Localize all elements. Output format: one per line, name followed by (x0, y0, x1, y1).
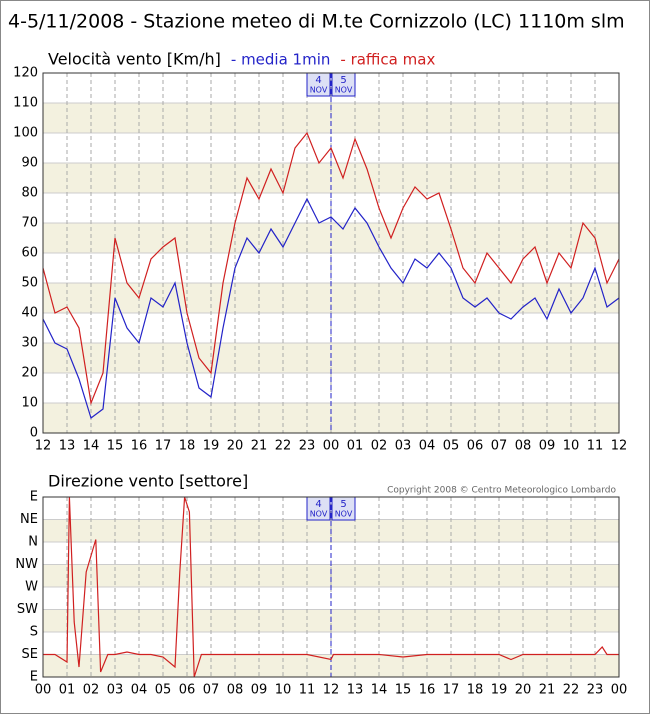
chart-title: Velocità vento [Km/h] (48, 50, 221, 69)
y-tick-label: 100 (13, 126, 38, 141)
x-tick-label: 09 (251, 683, 268, 698)
x-tick-label: 17 (155, 439, 172, 454)
x-tick-label: 16 (131, 439, 148, 454)
y-tick-label: SW (17, 602, 38, 617)
y-tick-label: 110 (13, 96, 38, 111)
x-tick-label: 03 (395, 439, 412, 454)
x-tick-label: 03 (107, 683, 124, 698)
x-tick-label: 22 (563, 683, 580, 698)
page-title: 4-5/11/2008 - Stazione meteo di M.te Cor… (8, 11, 625, 33)
x-tick-label: 02 (371, 439, 388, 454)
x-tick-label: 02 (83, 683, 100, 698)
plot-border (42, 496, 620, 678)
y-tick-label: E (30, 490, 38, 505)
x-tick-label: 21 (539, 683, 556, 698)
legend-entry: - media 1min (231, 51, 331, 69)
plot-border (42, 72, 620, 434)
y-tick-label: 0 (30, 426, 38, 441)
x-tick-label: 20 (515, 683, 532, 698)
x-tick-label: 00 (611, 683, 628, 698)
x-tick-label: 06 (179, 683, 196, 698)
x-tick-label: 18 (179, 439, 196, 454)
x-tick-label: 13 (347, 683, 364, 698)
y-tick-label: N (28, 535, 38, 550)
x-tick-label: 17 (443, 683, 460, 698)
x-tick-label: 05 (443, 439, 460, 454)
x-tick-label: 00 (35, 683, 52, 698)
x-tick-label: 16 (419, 683, 436, 698)
copyright: Copyright 2008 © Centro Meteorologico Lo… (387, 486, 616, 496)
chart-title: Direzione vento [settore] (48, 472, 248, 491)
y-tick-label: NE (20, 512, 38, 527)
y-tick-label: 60 (21, 246, 38, 261)
x-tick-label: 04 (131, 683, 148, 698)
series-line (42, 197, 620, 419)
y-tick-label: W (25, 580, 38, 595)
x-tick-label: 04 (419, 439, 436, 454)
x-tick-label: 10 (275, 683, 292, 698)
x-tick-label: 07 (491, 439, 508, 454)
day-number: 4 (315, 75, 321, 86)
x-tick-label: 20 (227, 439, 244, 454)
y-tick-label: S (30, 625, 38, 640)
y-tick-label: 70 (21, 216, 38, 231)
x-tick-label: 22 (275, 439, 292, 454)
x-tick-label: 08 (515, 439, 532, 454)
x-tick-label: 21 (251, 439, 268, 454)
day-number: 5 (340, 75, 346, 86)
x-tick-label: 12 (323, 683, 340, 698)
y-tick-label: 50 (21, 276, 38, 291)
y-tick-label: SE (22, 647, 38, 662)
legend-entry: - raffica max (340, 51, 435, 69)
y-tick-label: 20 (21, 366, 38, 381)
day-month: NOV (335, 86, 353, 95)
x-tick-label: 13 (59, 439, 76, 454)
x-tick-label: 18 (467, 683, 484, 698)
day-month: NOV (310, 510, 328, 519)
x-tick-label: 10 (563, 439, 580, 454)
y-tick-label: NW (15, 557, 38, 572)
x-tick-label: 05 (155, 683, 172, 698)
x-tick-label: 19 (491, 683, 508, 698)
day-number: 5 (340, 499, 346, 510)
x-tick-label: 01 (59, 683, 76, 698)
y-tick-label: 120 (13, 66, 38, 81)
x-tick-label: 11 (587, 439, 604, 454)
series-line (42, 131, 620, 406)
x-tick-label: 01 (347, 439, 364, 454)
x-tick-label: 11 (299, 683, 316, 698)
y-tick-label: 80 (21, 186, 38, 201)
y-tick-label: 40 (21, 306, 38, 321)
x-tick-label: 14 (83, 439, 100, 454)
x-tick-label: 23 (299, 439, 316, 454)
x-tick-label: 15 (395, 683, 412, 698)
y-tick-label: 90 (21, 156, 38, 171)
x-tick-label: 08 (227, 683, 244, 698)
y-tick-label: 10 (21, 396, 38, 411)
x-tick-label: 09 (539, 439, 556, 454)
x-tick-label: 00 (323, 439, 340, 454)
day-number: 4 (315, 499, 321, 510)
x-tick-label: 14 (371, 683, 388, 698)
y-tick-label: E (30, 670, 38, 685)
x-tick-label: 23 (587, 683, 604, 698)
x-tick-label: 19 (203, 439, 220, 454)
x-tick-label: 12 (611, 439, 628, 454)
x-tick-label: 15 (107, 439, 124, 454)
x-tick-label: 06 (467, 439, 484, 454)
day-month: NOV (310, 86, 328, 95)
x-tick-label: 07 (203, 683, 220, 698)
x-tick-label: 12 (35, 439, 52, 454)
series-line (43, 496, 619, 678)
y-tick-label: 30 (21, 336, 38, 351)
day-month: NOV (335, 510, 353, 519)
